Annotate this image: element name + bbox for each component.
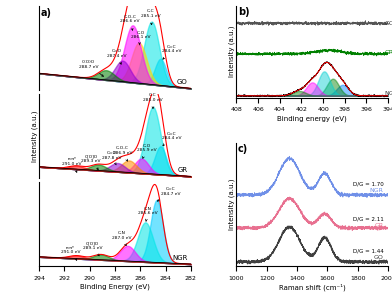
Text: GO: GO	[385, 21, 392, 26]
Text: C=C
284.4 eV: C=C 284.4 eV	[162, 45, 181, 59]
Text: C(O)O
288.7 eV: C(O)O 288.7 eV	[79, 60, 103, 76]
Text: C=C
284.7 eV: C=C 284.7 eV	[157, 187, 180, 201]
Text: GO: GO	[374, 255, 383, 260]
X-axis label: Binding energy (eV): Binding energy (eV)	[278, 115, 347, 122]
Text: GR: GR	[178, 167, 188, 173]
Text: NGR: NGR	[370, 188, 383, 193]
Y-axis label: Intensity (a.u.): Intensity (a.u.)	[31, 110, 38, 162]
Text: C-N
287.0 eV: C-N 287.0 eV	[112, 231, 131, 246]
Text: C-N
285.6 eV: C-N 285.6 eV	[138, 207, 158, 221]
Text: C-O
285.9 eV: C-O 285.9 eV	[137, 144, 156, 158]
Text: b): b)	[238, 7, 250, 17]
Text: NGR: NGR	[385, 91, 392, 96]
Text: D/G = 1.70: D/G = 1.70	[353, 181, 383, 186]
Text: D/G = 1.44: D/G = 1.44	[353, 249, 383, 254]
Text: D/G = 2.11: D/G = 2.11	[353, 217, 383, 222]
Text: C[O]O
289.3 eV: C[O]O 289.3 eV	[81, 155, 101, 170]
Text: π-π*
291.0 eV: π-π* 291.0 eV	[62, 157, 82, 172]
Text: C-C
285.0 eV: C-C 285.0 eV	[143, 93, 163, 109]
Text: C-O
286.1 eV: C-O 286.1 eV	[131, 31, 150, 45]
Text: C=O
287.8 eV: C=O 287.8 eV	[102, 151, 121, 165]
Text: C[O]O
289.1 eV: C[O]O 289.1 eV	[83, 242, 102, 256]
Text: C=C
284.4 eV: C=C 284.4 eV	[162, 132, 181, 146]
Text: C-O-C
286.9 eV: C-O-C 286.9 eV	[113, 146, 132, 161]
Text: a): a)	[41, 9, 52, 18]
Text: C-O-C
286.6 eV: C-O-C 286.6 eV	[120, 15, 140, 30]
X-axis label: Binding Energy (eV): Binding Energy (eV)	[80, 284, 150, 290]
Text: π-π*
291.0 eV: π-π* 291.0 eV	[61, 246, 80, 260]
Text: GR: GR	[385, 50, 392, 55]
Text: C-C
285.1 eV: C-C 285.1 eV	[141, 9, 160, 25]
Text: c): c)	[238, 144, 248, 154]
Y-axis label: Intensity (a.u.): Intensity (a.u.)	[229, 179, 235, 230]
Text: NGR: NGR	[172, 255, 188, 261]
Text: GR: GR	[374, 223, 383, 228]
X-axis label: Raman shift (cm⁻¹): Raman shift (cm⁻¹)	[279, 284, 346, 291]
Text: C=O
287.4 eV: C=O 287.4 eV	[107, 49, 126, 64]
Y-axis label: Intensity (a.u.): Intensity (a.u.)	[229, 26, 235, 78]
Text: GO: GO	[177, 79, 188, 86]
